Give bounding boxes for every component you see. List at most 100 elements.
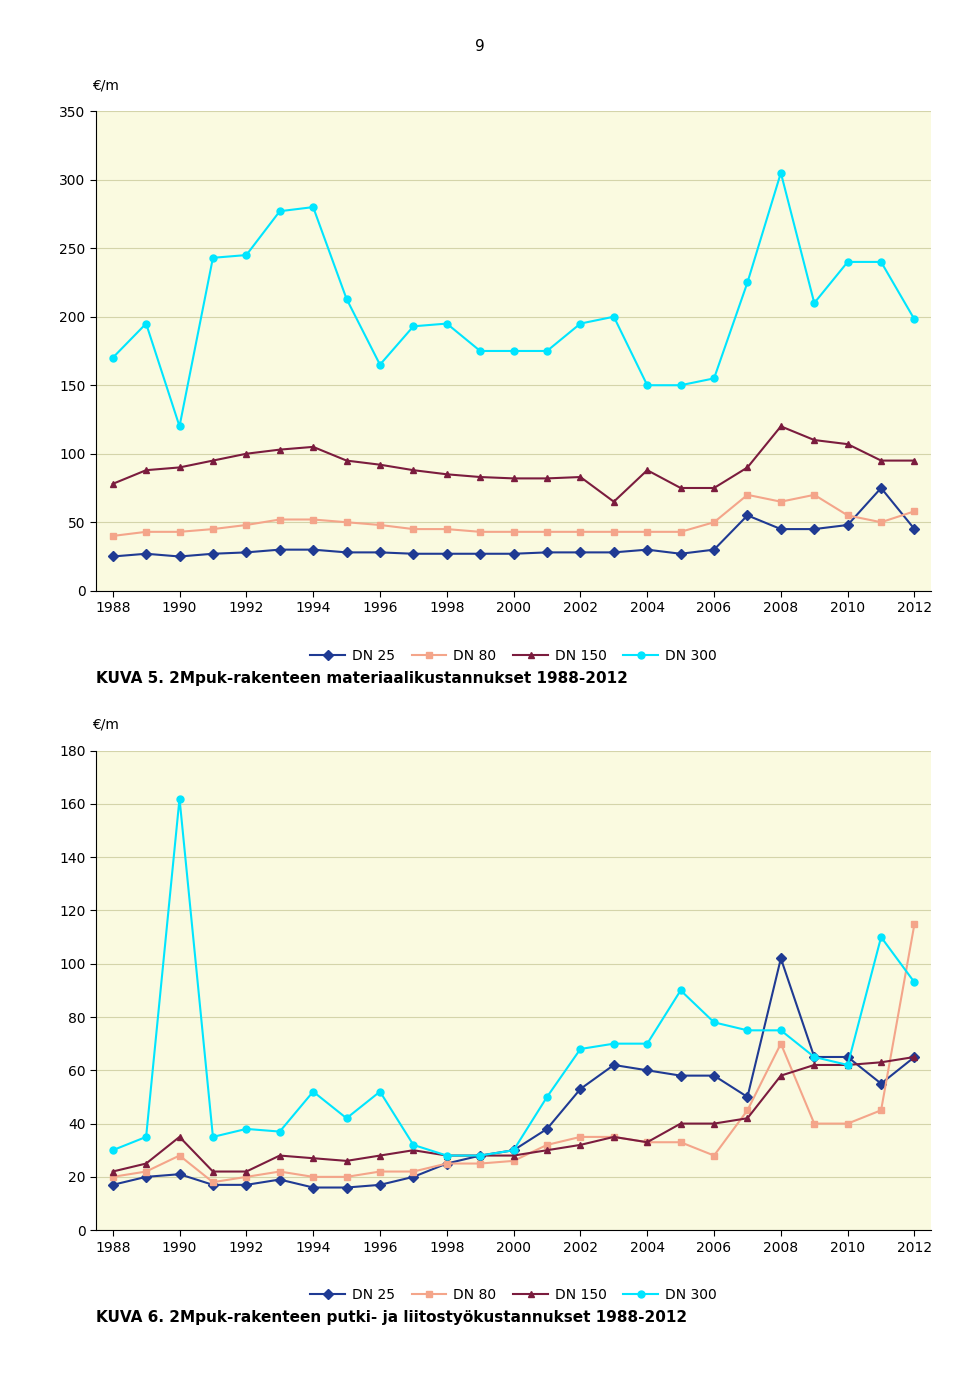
DN 150 [307,439,319,456]
DN 300 [876,253,887,270]
DN 150 [341,1152,352,1169]
DN 300 [909,974,921,991]
DN 25 [708,1068,720,1084]
DN 300 [541,343,553,360]
DN 150 [675,1115,686,1131]
DN 80 [274,1163,285,1180]
DN 150 [408,461,420,478]
DN 150 [207,1163,219,1180]
DN 80 [341,1169,352,1186]
DN 150 [876,452,887,468]
DN 80 [575,1129,587,1145]
DN 150 [808,432,820,449]
DN 80 [742,1102,754,1119]
DN 150 [107,1163,118,1180]
DN 25 [541,543,553,560]
DN 300 [274,1123,285,1140]
DN 80 [374,517,386,534]
DN 25 [207,545,219,562]
DN 80 [641,524,653,541]
DN 150 [207,452,219,468]
DN 80 [207,521,219,538]
DN 25 [408,545,420,562]
DN 80 [474,1155,486,1172]
DN 25 [876,480,887,496]
DN 25 [107,1176,118,1193]
DN 150 [140,461,152,478]
DN 300 [675,377,686,393]
DN 150 [474,1147,486,1163]
DN 150 [775,1068,786,1084]
DN 25 [441,545,452,562]
DN 25 [575,543,587,560]
DN 80 [742,486,754,503]
DN 300 [742,274,754,291]
DN 80 [307,1169,319,1186]
DN 25 [174,1166,185,1183]
DN 150 [541,470,553,486]
DN 25 [775,951,786,967]
DN 25 [341,1179,352,1195]
DN 300 [274,203,285,220]
DN 25 [374,543,386,560]
DN 80 [207,1173,219,1190]
DN 80 [140,1163,152,1180]
DN 150 [307,1150,319,1166]
DN 300 [107,349,118,366]
DN 300 [708,370,720,386]
DN 300 [742,1022,754,1038]
DN 300 [541,1088,553,1105]
DN 150 [140,1155,152,1172]
DN 150 [107,475,118,492]
DN 150 [608,1129,619,1145]
DN 25 [708,541,720,557]
DN 150 [374,456,386,473]
DN 300 [842,253,853,270]
DN 300 [508,1143,519,1159]
DN 25 [808,1048,820,1065]
DN 80 [842,507,853,524]
DN 150 [742,1109,754,1126]
DN 150 [441,1147,452,1163]
DN 25 [541,1120,553,1137]
DN 25 [608,543,619,560]
DN 150 [274,441,285,457]
DN 25 [508,1143,519,1159]
DN 300 [140,316,152,332]
DN 300 [408,318,420,335]
DN 25 [241,1176,252,1193]
DN 300 [341,1109,352,1126]
DN 25 [608,1056,619,1073]
DN 150 [842,1056,853,1073]
DN 80 [408,521,420,538]
DN 80 [441,1155,452,1172]
DN 150 [675,480,686,496]
DN 150 [742,459,754,475]
Line: DN 25: DN 25 [109,485,918,560]
DN 300 [508,343,519,360]
DN 300 [675,981,686,998]
DN 25 [107,548,118,564]
DN 25 [374,1176,386,1193]
DN 80 [107,528,118,545]
DN 300 [307,199,319,215]
DN 80 [808,486,820,503]
DN 300 [808,295,820,311]
Text: 9: 9 [475,39,485,54]
DN 150 [876,1054,887,1070]
DN 25 [341,543,352,560]
Line: DN 150: DN 150 [109,1054,918,1175]
DN 25 [307,1179,319,1195]
DN 300 [374,1083,386,1099]
DN 150 [608,493,619,510]
DN 80 [909,916,921,933]
Line: DN 300: DN 300 [109,795,918,1159]
DN 150 [408,1143,420,1159]
DN 25 [575,1080,587,1097]
DN 300 [608,309,619,325]
Line: DN 25: DN 25 [109,955,918,1191]
DN 150 [708,1115,720,1131]
Line: DN 300: DN 300 [109,170,918,430]
DN 300 [909,311,921,328]
DN 25 [808,521,820,538]
